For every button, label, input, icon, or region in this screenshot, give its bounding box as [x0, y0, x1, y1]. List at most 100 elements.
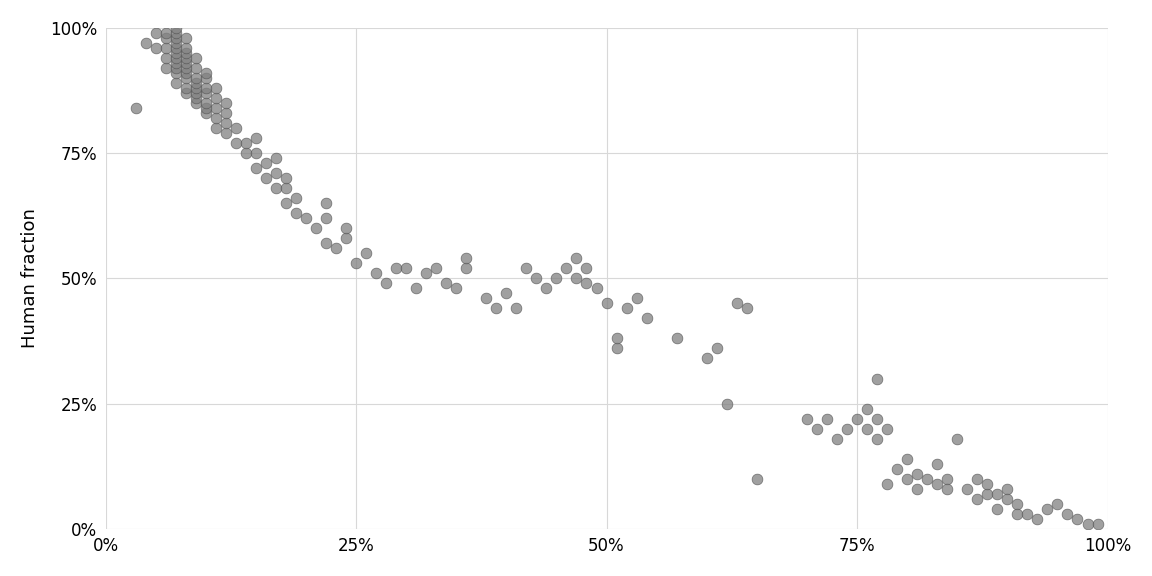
Point: [1048, 499, 1067, 509]
Point: [908, 484, 926, 494]
Point: [176, 43, 195, 52]
Point: [166, 78, 184, 88]
Point: [297, 214, 316, 223]
Point: [166, 48, 184, 58]
Point: [347, 259, 365, 268]
Point: [417, 269, 435, 278]
Point: [838, 424, 856, 433]
Point: [266, 153, 285, 162]
Point: [808, 424, 826, 433]
Point: [317, 199, 335, 208]
Point: [236, 149, 255, 158]
Point: [227, 138, 245, 147]
Point: [897, 454, 916, 463]
Point: [948, 434, 967, 444]
Point: [628, 294, 646, 303]
Point: [197, 84, 215, 93]
Point: [176, 63, 195, 73]
Point: [166, 28, 184, 37]
Point: [958, 484, 977, 494]
Point: [748, 474, 766, 483]
Point: [266, 184, 285, 193]
Point: [306, 223, 325, 233]
Point: [878, 479, 896, 488]
Point: [166, 58, 184, 67]
Point: [567, 253, 585, 263]
Point: [287, 194, 305, 203]
Point: [187, 93, 205, 103]
Point: [558, 264, 576, 273]
Point: [187, 84, 205, 93]
Point: [317, 238, 335, 248]
Point: [197, 98, 215, 108]
Point: [998, 484, 1016, 494]
Point: [146, 43, 165, 52]
Point: [206, 113, 225, 123]
Point: [197, 88, 215, 97]
Point: [447, 284, 465, 293]
Point: [157, 33, 175, 43]
Point: [908, 469, 926, 478]
Point: [206, 84, 225, 93]
Point: [487, 304, 506, 313]
Point: [718, 399, 736, 408]
Point: [387, 264, 406, 273]
Point: [577, 279, 596, 288]
Point: [217, 108, 235, 118]
Point: [1068, 514, 1086, 524]
Point: [276, 199, 295, 208]
Point: [166, 54, 184, 63]
Point: [988, 504, 1007, 513]
Point: [607, 344, 626, 353]
Point: [176, 33, 195, 43]
Point: [607, 334, 626, 343]
Point: [146, 28, 165, 37]
Point: [157, 28, 175, 37]
Point: [276, 184, 295, 193]
Point: [176, 84, 195, 93]
Point: [247, 149, 265, 158]
Point: [247, 134, 265, 143]
Point: [1038, 504, 1056, 513]
Point: [1018, 509, 1037, 518]
Point: [187, 73, 205, 82]
Point: [206, 123, 225, 132]
Point: [707, 344, 726, 353]
Point: [848, 414, 866, 423]
Point: [517, 264, 536, 273]
Point: [206, 103, 225, 112]
Point: [1008, 509, 1026, 518]
Point: [187, 98, 205, 108]
Point: [136, 38, 154, 47]
Point: [797, 414, 816, 423]
Point: [206, 93, 225, 103]
Point: [1008, 499, 1026, 509]
Point: [287, 209, 305, 218]
Point: [157, 63, 175, 73]
Point: [176, 73, 195, 82]
Point: [477, 294, 495, 303]
Point: [737, 304, 756, 313]
Point: [187, 63, 205, 73]
Point: [127, 103, 145, 112]
Point: [867, 434, 886, 444]
Point: [978, 479, 996, 488]
Point: [366, 269, 385, 278]
Point: [166, 38, 184, 47]
Point: [938, 474, 956, 483]
Point: [1089, 519, 1107, 528]
Point: [998, 494, 1016, 503]
Point: [227, 123, 245, 132]
Point: [978, 489, 996, 498]
Point: [1078, 519, 1097, 528]
Point: [247, 164, 265, 173]
Point: [176, 88, 195, 97]
Point: [317, 214, 335, 223]
Point: [888, 464, 907, 473]
Point: [217, 128, 235, 138]
Point: [457, 253, 476, 263]
Point: [697, 354, 715, 363]
Point: [968, 474, 986, 483]
Point: [357, 249, 376, 258]
Point: [828, 434, 847, 444]
